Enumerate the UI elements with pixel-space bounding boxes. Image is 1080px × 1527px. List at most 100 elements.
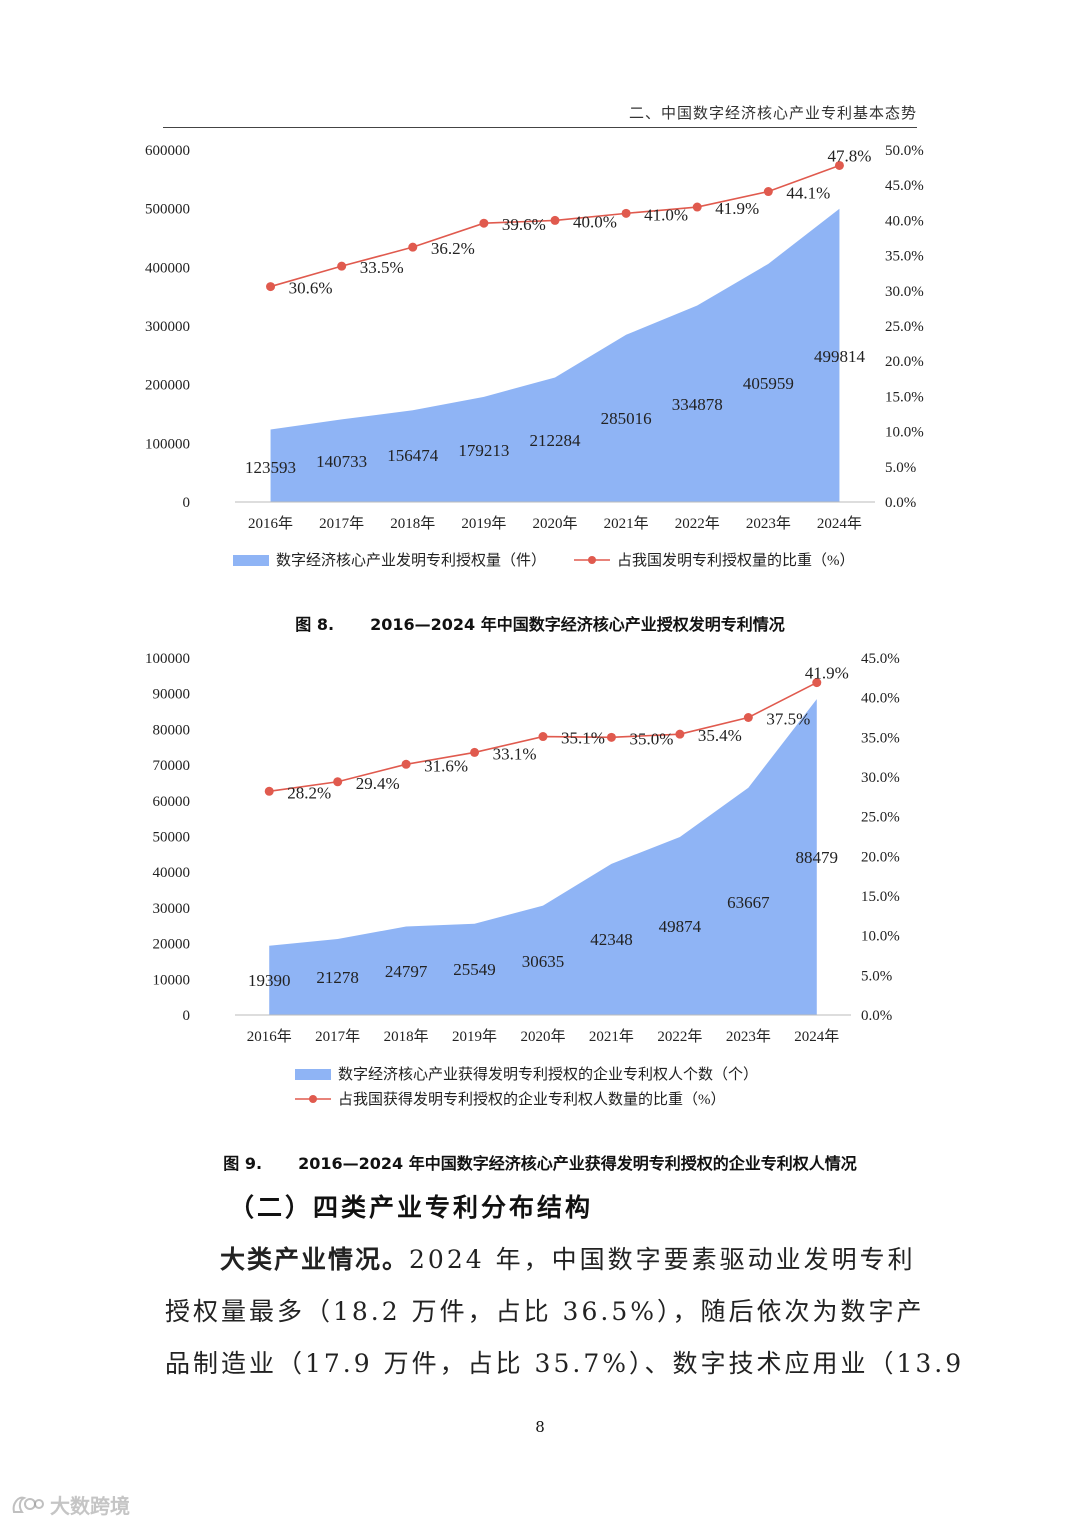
line-point	[479, 218, 489, 228]
right-axis-tick: 30.0%	[885, 284, 924, 300]
area-data-label: 88479	[796, 848, 839, 867]
area-data-label: 42348	[590, 930, 633, 949]
right-axis-tick: 40.0%	[885, 213, 924, 229]
right-axis-tick: 35.0%	[861, 730, 900, 746]
left-axis-tick: 600000	[145, 143, 190, 159]
left-axis-tick: 90000	[153, 687, 191, 703]
area-data-label: 140733	[316, 452, 367, 471]
watermark-logo-icon	[12, 1496, 44, 1513]
legend-swatch-marker	[588, 556, 596, 564]
line-point	[834, 160, 844, 170]
x-axis-tick: 2021年	[589, 1028, 634, 1045]
area-data-label: 156474	[387, 446, 439, 465]
left-axis-tick: 200000	[145, 378, 190, 394]
right-axis-tick: 35.0%	[885, 249, 924, 265]
running-header: 二、中国数字经济核心产业专利基本态势	[628, 104, 917, 122]
area-data-label: 179213	[458, 441, 509, 460]
left-axis-tick: 50000	[153, 830, 191, 846]
right-axis-tick: 25.0%	[861, 810, 900, 826]
line-data-label: 41.0%	[644, 205, 688, 224]
figure-8-number: 图 8.	[295, 615, 335, 634]
line-point	[550, 215, 560, 225]
section-heading: （二）四类产业专利分布结构	[229, 1193, 594, 1222]
line-data-label: 30.6%	[289, 279, 333, 298]
right-axis-tick: 40.0%	[861, 691, 900, 707]
line-data-label: 37.5%	[766, 710, 810, 729]
figure-8-title: 2016—2024 年中国数字经济核心产业授权发明专利情况	[370, 615, 785, 634]
right-axis-tick: 20.0%	[861, 849, 900, 865]
left-axis-tick: 20000	[153, 937, 191, 953]
line-point	[538, 732, 548, 742]
right-axis-tick: 30.0%	[861, 770, 900, 786]
line-data-label: 47.8%	[827, 146, 871, 165]
x-axis-tick: 2024年	[794, 1028, 839, 1045]
line-point	[675, 729, 685, 739]
area-data-label: 49874	[659, 917, 702, 936]
area-data-label: 30635	[522, 952, 565, 971]
right-axis-tick: 25.0%	[885, 319, 924, 335]
x-axis-tick: 2017年	[319, 515, 364, 532]
line-point	[337, 261, 347, 271]
line-data-label: 44.1%	[786, 184, 830, 203]
x-axis-tick: 2016年	[247, 1028, 292, 1045]
area-data-label: 123593	[245, 458, 296, 477]
left-axis-tick: 300000	[145, 319, 190, 335]
line-point	[333, 777, 343, 787]
figure-9-caption: 图 9. 2016—2024 年中国数字经济核心产业获得发明专利授权的企业专利权人…	[0, 1150, 1080, 1174]
line-data-label: 41.9%	[805, 664, 849, 683]
line-point	[606, 732, 616, 742]
line-data-label: 28.2%	[287, 783, 331, 802]
paragraph-line-2: 授权量最多（18.2 万件，占比 36.5%），随后依次为数字产	[165, 1297, 925, 1326]
left-axis-tick: 30000	[153, 901, 191, 917]
line-data-label: 40.0%	[573, 212, 617, 231]
right-axis-tick: 10.0%	[861, 929, 900, 945]
legend-label: 占我国获得发明专利授权的企业专利权人数量的比重（%）	[338, 1090, 726, 1108]
legend-swatch-area	[295, 1069, 331, 1080]
x-axis-tick: 2022年	[675, 515, 720, 532]
figure-8-caption: 图 8. 2016—2024 年中国数字经济核心产业授权发明专利情况	[0, 611, 1080, 635]
line-series	[270, 164, 840, 288]
line-point	[266, 282, 276, 292]
line-point	[692, 202, 702, 212]
x-axis-tick: 2019年	[461, 515, 506, 532]
area-series	[270, 208, 840, 502]
left-axis-tick: 10000	[153, 972, 191, 988]
x-axis-tick: 2024年	[817, 515, 862, 532]
legend-swatch-area	[233, 555, 269, 566]
x-axis-tick: 2020年	[520, 1028, 565, 1045]
page-number: 8	[535, 1418, 545, 1436]
paragraph-lead: 大类产业情况。	[220, 1245, 410, 1274]
line-data-label: 29.4%	[356, 774, 400, 793]
watermark: 大数跨境	[10, 1490, 130, 1519]
left-axis-tick: 60000	[153, 794, 191, 810]
x-axis-tick: 2023年	[746, 515, 791, 532]
chart-enterprise-patentees: 0 10000 20000 30000 40000 50000 60000 70000 8000…	[145, 651, 900, 1108]
line-data-label: 33.5%	[360, 258, 404, 277]
left-axis-tick: 80000	[153, 722, 191, 738]
left-axis-tick: 100000	[145, 436, 190, 452]
line-data-label: 35.0%	[629, 729, 673, 748]
paragraph-line-1-text: 2024 年，中国数字要素驱动业发明专利	[409, 1245, 916, 1274]
area-data-label: 334878	[672, 395, 723, 414]
area-data-label: 212284	[530, 431, 582, 450]
right-axis-tick: 15.0%	[861, 889, 900, 905]
header-rule	[163, 127, 917, 128]
x-axis-tick: 2018年	[390, 515, 435, 532]
watermark-text: 大数跨境	[50, 1494, 130, 1518]
figure-9-title: 2016—2024 年中国数字经济核心产业获得发明专利授权的企业专利权人情况	[298, 1154, 857, 1173]
x-axis-tick: 2018年	[384, 1028, 429, 1045]
left-axis-tick: 0	[183, 495, 191, 511]
x-axis-tick: 2016年	[248, 515, 293, 532]
x-axis-tick: 2021年	[604, 515, 649, 532]
line-data-label: 39.6%	[502, 215, 546, 234]
left-axis-tick: 70000	[153, 758, 191, 774]
area-data-label: 285016	[601, 409, 652, 428]
right-axis-tick: 0.0%	[861, 1008, 892, 1024]
x-axis-tick: 2017年	[315, 1028, 360, 1045]
line-point	[812, 678, 822, 688]
line-point	[621, 208, 631, 218]
line-data-label: 36.2%	[431, 239, 475, 258]
line-data-label: 35.4%	[698, 726, 742, 745]
legend-label: 数字经济核心产业发明专利授权量（件）	[276, 552, 546, 569]
legend-label: 数字经济核心产业获得发明专利授权的企业专利权人个数（个）	[338, 1065, 758, 1083]
